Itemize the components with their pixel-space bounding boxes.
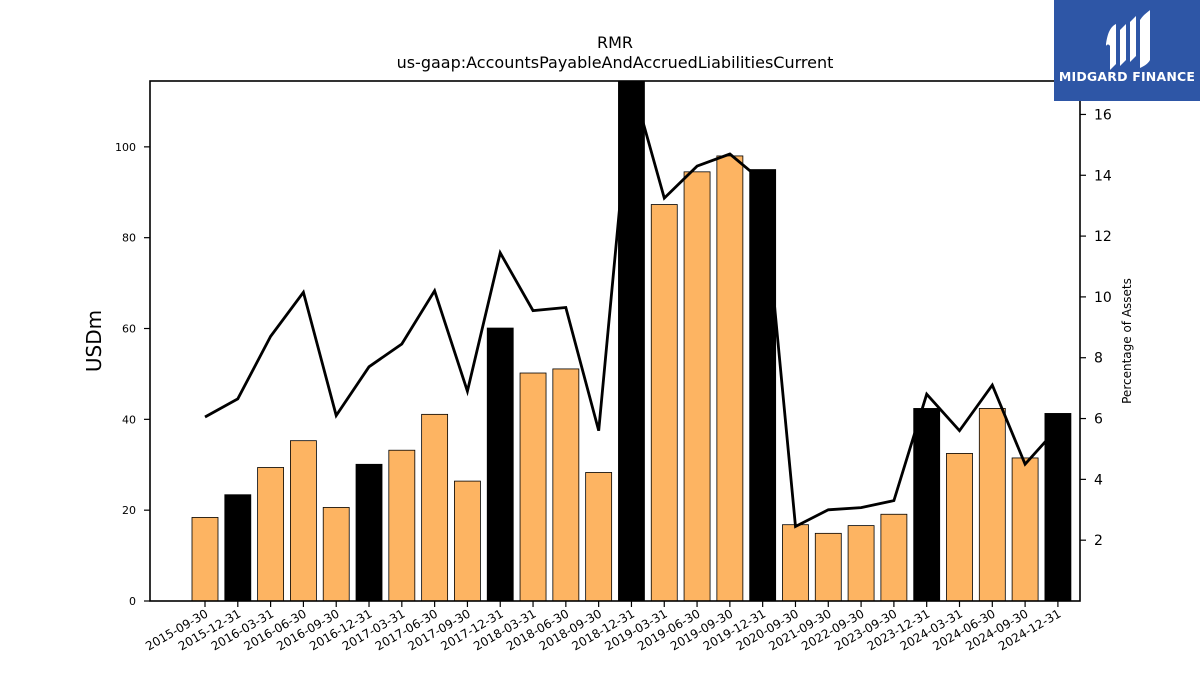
- y-axis-label: USDm: [82, 310, 106, 372]
- y-tick-label: 80: [122, 232, 136, 245]
- bar-2018-06-30: [552, 368, 580, 602]
- bar-2019-09-30: [716, 155, 744, 602]
- bar-2024-06-30: [978, 408, 1006, 602]
- y-tick-label: 0: [129, 595, 136, 608]
- bar-2016-06-30: [290, 440, 317, 602]
- bar-2021-09-30: [814, 532, 842, 602]
- y2-tick-label: 2: [1094, 533, 1103, 549]
- y2-tick-label: 14: [1094, 168, 1112, 184]
- bar-2019-06-30: [683, 171, 711, 602]
- midgard-finance-logo: MIDGARD FINANCE: [1054, 0, 1200, 101]
- bar-2015-12-31: [224, 494, 252, 602]
- bars-group: [191, 80, 1072, 602]
- bar-2016-09-30: [322, 507, 350, 602]
- bar-2015-09-30: [191, 517, 219, 602]
- bar-2024-09-30: [1011, 457, 1039, 602]
- bar-2020-09-30: [782, 524, 809, 602]
- midgard-logo-icon: [1106, 10, 1150, 70]
- bar-2024-03-31: [946, 453, 973, 602]
- bar-2023-12-31: [913, 408, 941, 602]
- logo-text: MIDGARD FINANCE: [1058, 69, 1196, 84]
- bar-2017-12-31: [486, 327, 514, 602]
- bar-2016-03-31: [257, 467, 285, 602]
- bar-2016-12-31: [355, 463, 383, 602]
- y-tick-label: 60: [122, 323, 136, 336]
- bar-2023-09-30: [880, 513, 908, 602]
- bar-2017-03-31: [388, 449, 416, 602]
- bar-2018-09-30: [585, 472, 613, 602]
- y2-tick-label: 16: [1094, 107, 1112, 123]
- y2-tick-label: 12: [1094, 229, 1112, 245]
- bar-2022-09-30: [847, 525, 875, 602]
- bar-2018-12-31: [618, 80, 645, 602]
- y2-tick-label: 10: [1094, 290, 1112, 306]
- y2-tick-label: 8: [1094, 351, 1103, 367]
- y2-tick-label: 6: [1094, 412, 1103, 428]
- y-tick-label: 40: [122, 413, 136, 426]
- bar-2019-12-31: [749, 169, 777, 602]
- y-tick-label: 100: [115, 141, 136, 154]
- bar-2019-03-31: [650, 204, 678, 602]
- y2-tick-label: 4: [1094, 472, 1103, 488]
- plot-frame: [149, 80, 1081, 602]
- bar-2024-12-31: [1044, 413, 1072, 602]
- chart-subtitle: us-gaap:AccountsPayableAndAccruedLiabili…: [397, 53, 834, 72]
- bar-2017-09-30: [454, 480, 481, 602]
- bar-2018-03-31: [519, 372, 547, 602]
- y2-axis-label: Percentage of Assets: [1120, 278, 1134, 404]
- y-tick-label: 20: [122, 504, 136, 517]
- chart-title: RMR: [597, 33, 633, 52]
- bar-2017-06-30: [421, 413, 449, 602]
